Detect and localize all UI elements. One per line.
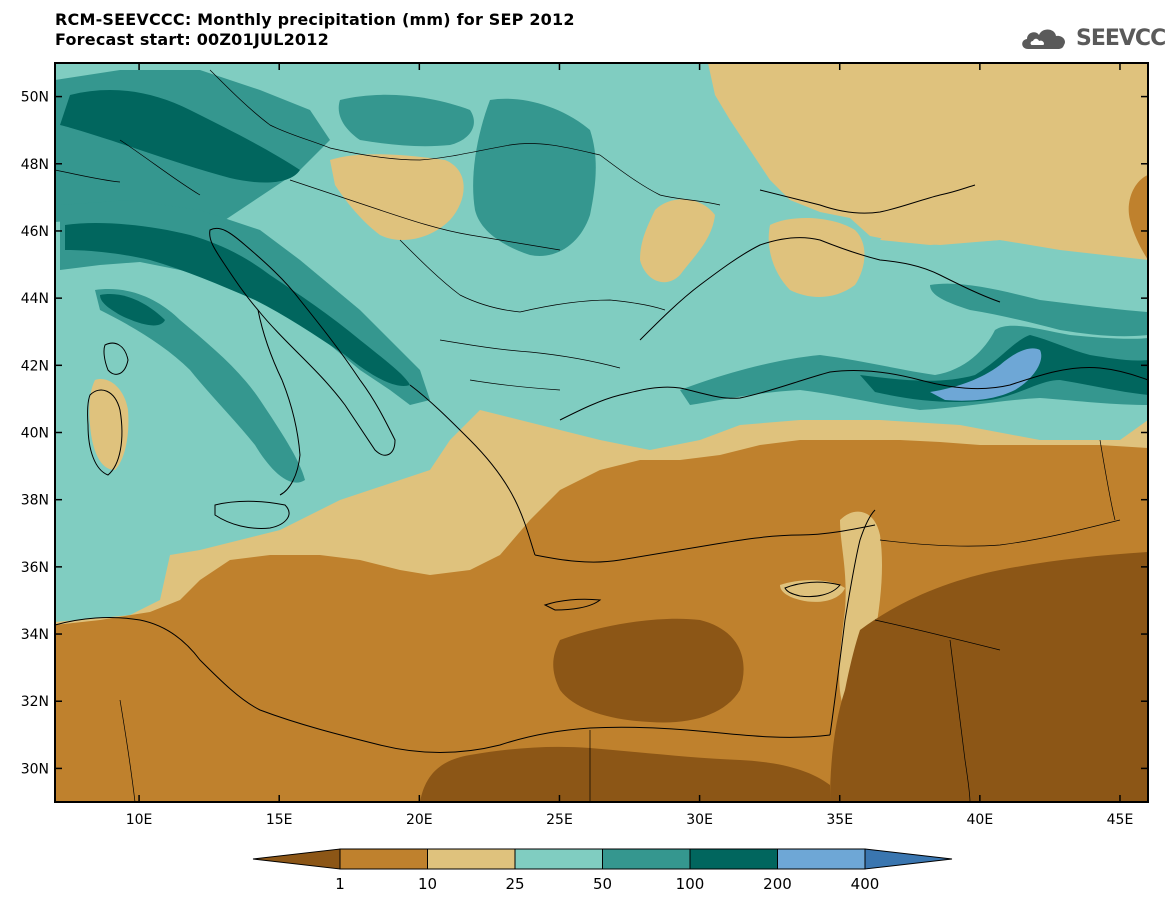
colorbar-label: 200 [763, 875, 792, 893]
lat-tick-label: 48N [21, 157, 49, 173]
lon-tick-label: 30E [686, 812, 713, 828]
country-borders [55, 69, 1121, 802]
lat-tick-label: 36N [21, 560, 49, 576]
logo-text: SEEVCCC [1076, 25, 1165, 51]
seevccc-logo: SEEVCCC [1018, 22, 1165, 54]
lat-tick-label: 40N [21, 426, 49, 442]
lat-tick-label: 34N [21, 627, 49, 643]
precipitation-field [55, 63, 1148, 802]
lat-tick-label: 30N [21, 761, 49, 777]
field-100-200-italy [100, 294, 165, 326]
lon-tick-label: 15E [266, 812, 293, 828]
field-100-200-alps [60, 90, 300, 183]
map-title: RCM-SEEVCCC: Monthly precipitation (mm) … [55, 10, 575, 29]
colorbar-segment [514, 848, 603, 870]
longitude-axis: 10E 15E 20E 25E 30E 35E 40E 45E [126, 63, 1134, 828]
field-10-25-levant [839, 511, 883, 710]
field-10-25-cyprus [780, 580, 845, 602]
lat-tick-label: 38N [21, 493, 49, 509]
field-10-25-ukraine [708, 63, 1148, 250]
colorbar-segment [427, 848, 516, 870]
field-lt1-egypt [553, 618, 744, 723]
field-50-100-italy [95, 289, 305, 483]
field-50-100-carpathians [473, 98, 596, 256]
field-lt1-south [420, 746, 830, 802]
lat-tick-label: 50N [21, 90, 49, 106]
field-lt1-east [830, 552, 1148, 802]
field-10-25-romania [640, 199, 715, 283]
colorbar-segment [339, 848, 428, 870]
colorbar-label: 100 [676, 875, 705, 893]
lat-tick-label: 42N [21, 358, 49, 374]
colorbar-segment [689, 848, 778, 870]
lat-tick-label: 44N [21, 291, 49, 307]
colorbar-min-arrow [252, 848, 341, 870]
lat-tick-label: 46N [21, 224, 49, 240]
field-1-10-east [1128, 175, 1148, 260]
field-10-25-hungary [330, 154, 464, 240]
colorbar-label: 10 [418, 875, 437, 893]
cloud-icon [1022, 29, 1066, 49]
colorbar: 1 10 25 50 100 200 400 [252, 848, 953, 893]
lon-tick-label: 45E [1107, 812, 1134, 828]
colorbar-label: 50 [593, 875, 612, 893]
colorbar-label: 400 [851, 875, 880, 893]
lon-tick-label: 40E [967, 812, 994, 828]
colorbar-segment [777, 848, 866, 870]
map-subtitle: Forecast start: 00Z01JUL2012 [55, 30, 329, 49]
lon-tick-label: 35E [826, 812, 853, 828]
lon-tick-label: 25E [546, 812, 573, 828]
lon-tick-label: 20E [406, 812, 433, 828]
title-block: RCM-SEEVCCC: Monthly precipitation (mm) … [55, 10, 575, 50]
lon-tick-label: 10E [126, 812, 153, 828]
field-50-100-caucasus-north [930, 283, 1148, 337]
colorbar-segment [602, 848, 691, 870]
colorbar-label: 1 [335, 875, 345, 893]
colorbar-label: 25 [505, 875, 524, 893]
latitude-axis: 50N 48N 46N 44N 42N 40N 38N 36N 34N 32N 30N [21, 90, 1148, 777]
coastlines [55, 184, 1148, 753]
field-10-25-sardinia [89, 379, 129, 470]
field-100-200-adriatic [65, 223, 410, 386]
colorbar-max-arrow [864, 848, 953, 870]
lat-tick-label: 32N [21, 694, 49, 710]
field-50-100-poland [338, 94, 474, 147]
